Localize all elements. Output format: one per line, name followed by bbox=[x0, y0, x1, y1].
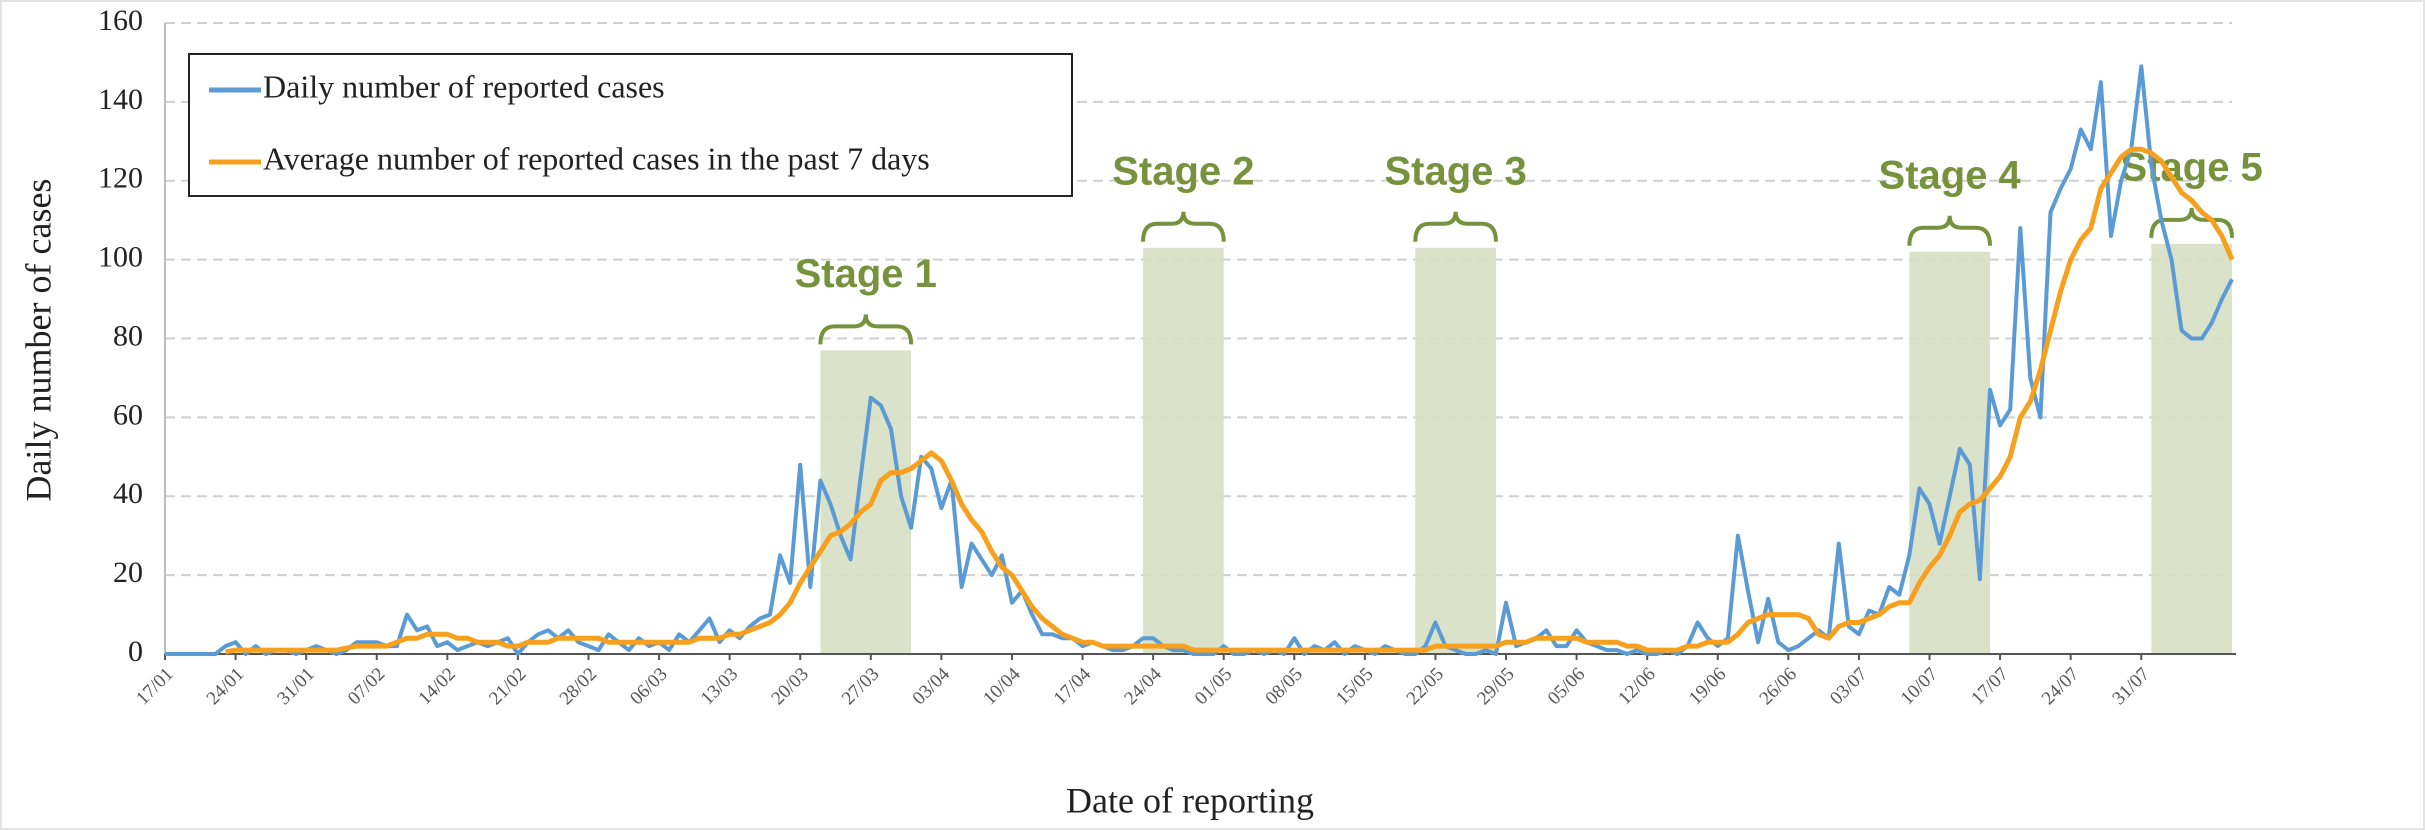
stage-band bbox=[1143, 247, 1224, 654]
y-tick-label: 40 bbox=[113, 477, 143, 510]
legend-label: Daily number of reported cases bbox=[263, 68, 665, 104]
y-tick-label: 20 bbox=[113, 556, 143, 589]
stage-band bbox=[1909, 251, 1991, 655]
brace bbox=[1907, 215, 1993, 246]
series-line bbox=[225, 146, 2235, 655]
y-tick-label: 120 bbox=[98, 162, 143, 195]
legend-box bbox=[188, 53, 1073, 197]
stage-label: Stage 2 bbox=[1112, 149, 1254, 193]
y-tick-label: 60 bbox=[113, 398, 143, 431]
y-tick-label: 100 bbox=[98, 241, 143, 274]
stage-band bbox=[2151, 243, 2232, 654]
y-tick-label: 140 bbox=[98, 83, 143, 116]
y-tick-label: 160 bbox=[98, 4, 143, 37]
brace bbox=[1141, 211, 1226, 242]
brace bbox=[1413, 211, 1498, 242]
y-tick-label: 0 bbox=[128, 635, 143, 668]
stage-label: Stage 1 bbox=[795, 252, 937, 296]
x-axis-title: Date of reporting bbox=[1066, 780, 1314, 820]
stage-band bbox=[820, 350, 912, 654]
series-line bbox=[165, 64, 2234, 656]
stage-label: Stage 3 bbox=[1384, 149, 1526, 193]
stage-band bbox=[1415, 247, 1496, 654]
stage-label: Stage 4 bbox=[1879, 153, 2022, 197]
y-tick-label: 80 bbox=[113, 319, 143, 352]
brace bbox=[2149, 207, 2234, 238]
legend-label: Average number of reported cases in the … bbox=[263, 140, 930, 176]
y-axis-title: Daily number of cases bbox=[18, 179, 58, 502]
